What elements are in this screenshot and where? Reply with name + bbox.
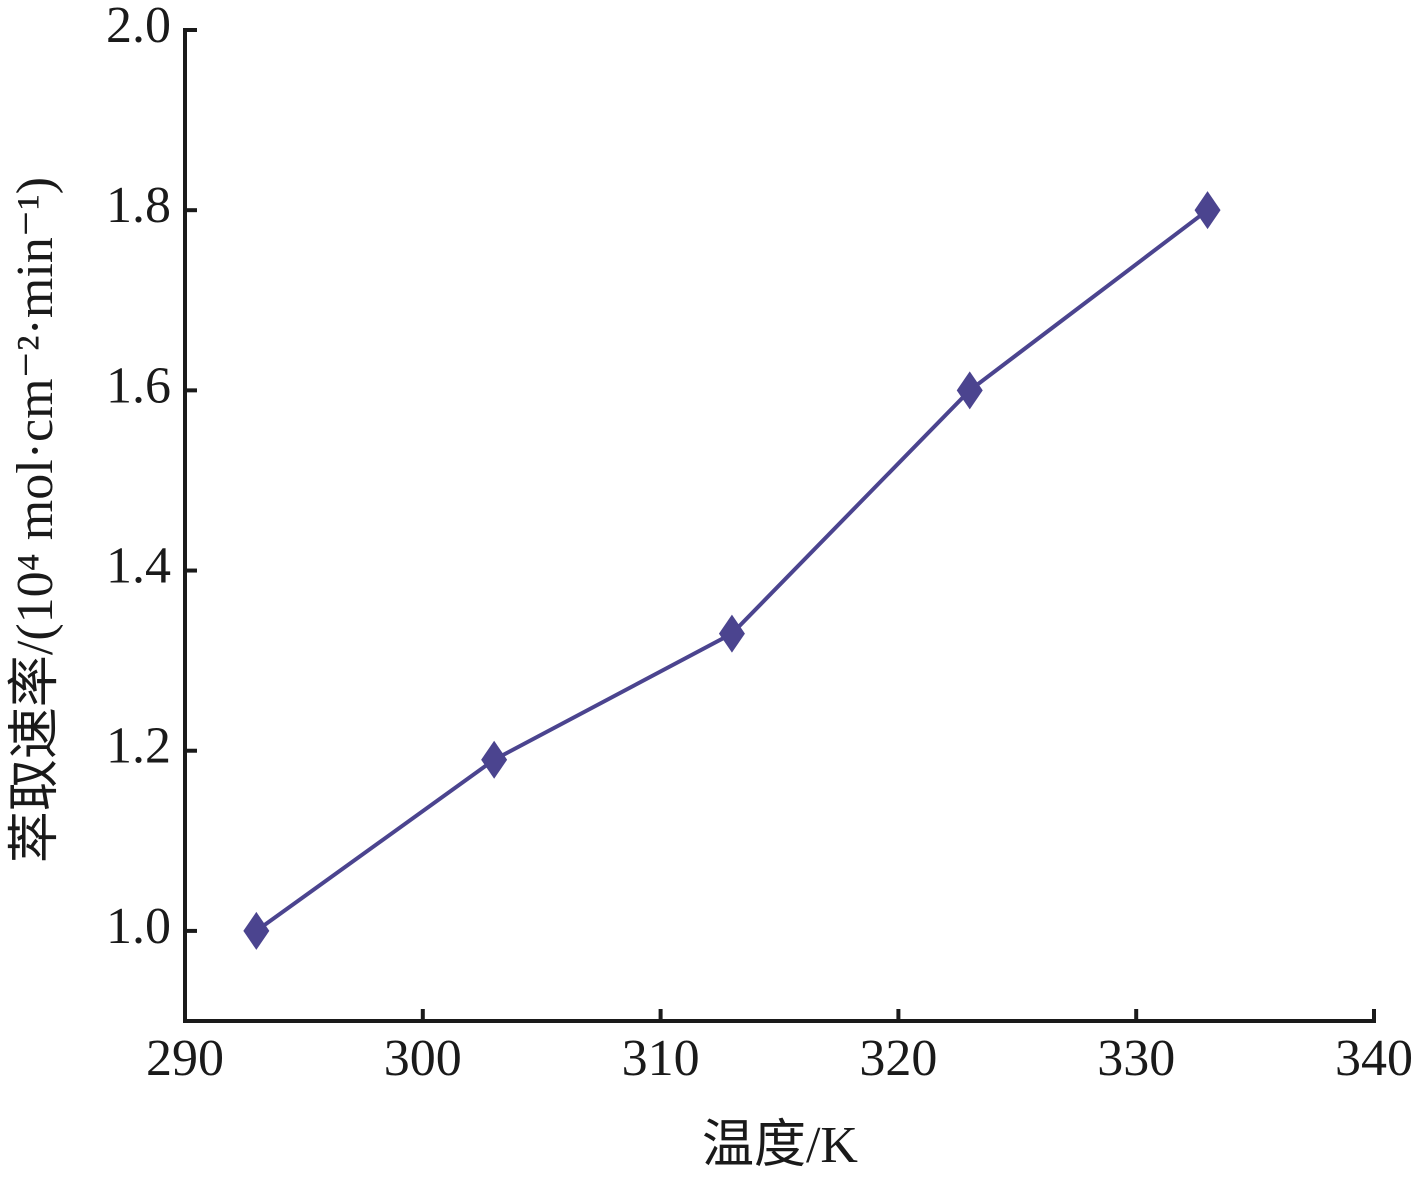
x-tick-label: 310 — [622, 1030, 700, 1087]
x-tick-label: 340 — [1335, 1030, 1413, 1087]
data-point — [718, 614, 745, 653]
x-tick-label: 320 — [859, 1030, 937, 1087]
x-axis-label: 温度/K — [702, 1117, 858, 1174]
y-tick-label: 1.4 — [106, 537, 171, 594]
x-tick-label: 300 — [384, 1030, 462, 1087]
data-line — [255, 208, 1209, 933]
x-tick-label: 330 — [1097, 1030, 1175, 1087]
y-tick-label: 1.8 — [106, 177, 171, 234]
y-axis-label: 萃取速率/(10⁴ mol·cm⁻²·min⁻¹) — [7, 177, 64, 863]
data-point — [243, 911, 270, 950]
y-tick-label: 1.6 — [106, 357, 171, 414]
data-point — [956, 371, 983, 410]
y-tick-label: 1.0 — [106, 898, 171, 955]
y-tick-label: 1.2 — [106, 718, 171, 775]
x-tick-label: 290 — [146, 1030, 224, 1087]
y-tick-label: 2.0 — [106, 0, 171, 54]
data-point — [481, 740, 508, 779]
data-point — [1194, 191, 1221, 230]
